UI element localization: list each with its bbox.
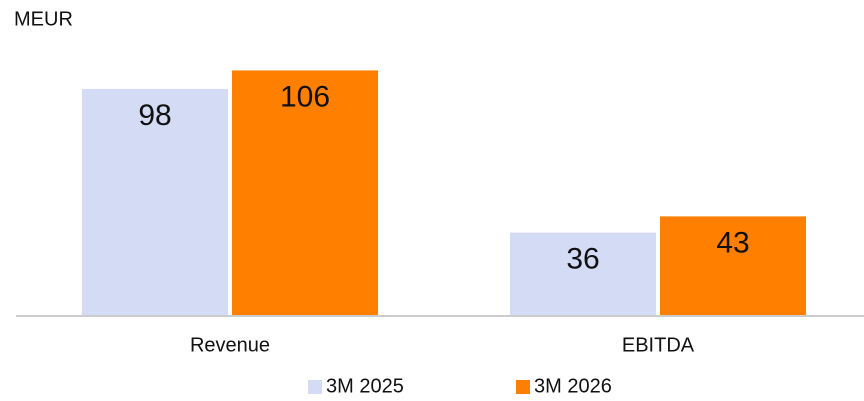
legend-swatch	[516, 380, 530, 394]
unit-label: MEUR	[14, 8, 73, 30]
legend-label: 3M 2026	[534, 375, 612, 397]
data-label: 98	[138, 99, 171, 132]
data-label: 106	[280, 80, 330, 113]
bar	[232, 70, 378, 316]
x-tick-label: EBITDA	[622, 334, 695, 356]
data-label: 43	[716, 226, 749, 259]
data-label: 36	[566, 243, 599, 276]
bar	[660, 216, 806, 316]
legend-label: 3M 2025	[326, 375, 404, 397]
bar	[82, 88, 228, 316]
legend-swatch	[308, 380, 322, 394]
bar	[510, 232, 656, 316]
x-tick-label: Revenue	[190, 334, 270, 356]
